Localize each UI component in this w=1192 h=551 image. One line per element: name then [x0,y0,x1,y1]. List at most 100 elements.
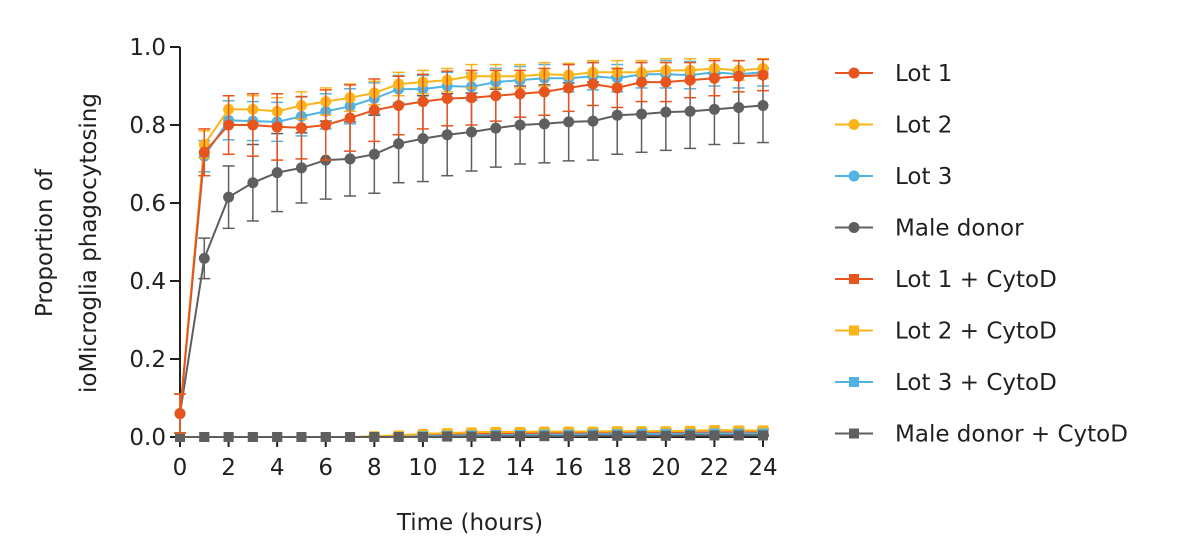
data-point [611,82,623,94]
x-tick-label: 16 [554,455,583,481]
series-male-donor-plus-cytod [175,430,769,442]
data-point [612,430,623,441]
x-axis-title: Time (hours) [396,510,543,536]
y-tick-label: 1.0 [129,35,166,61]
data-point [515,431,526,442]
data-point [320,432,331,442]
data-point [271,167,283,179]
data-point [223,119,235,131]
data-point [563,116,575,128]
legend-label: Lot 1 [895,61,952,87]
data-point [417,133,429,145]
data-point [442,431,453,442]
x-tick-label: 10 [408,455,437,481]
data-point [538,86,550,98]
data-point [368,148,380,160]
data-point [587,430,598,441]
data-point [247,432,258,442]
data-point [514,88,526,100]
legend-label: Male donor [895,216,1024,242]
legend-item-lot-2-plus-cytod: Lot 2 + CytoD [835,319,1057,345]
legend-label: Lot 3 [895,164,952,190]
data-point [223,191,235,203]
data-point [271,121,283,133]
legend-item-lot-3-plus-cytod: Lot 3 + CytoD [835,370,1057,396]
data-point [758,430,768,441]
legend-item-male-donor: Male donor [835,216,1024,242]
data-point [175,432,185,442]
data-point [611,109,623,121]
data-point [708,103,720,115]
y-tick-label: 0.8 [129,113,166,139]
x-tick-label: 8 [367,455,382,481]
data-point [466,92,477,104]
data-point [684,74,696,86]
data-point [247,177,259,189]
data-point [660,430,671,441]
x-tick-label: 2 [221,455,236,481]
data-point [441,92,453,104]
data-point [514,119,526,131]
data-point [393,138,405,150]
data-point [295,162,307,174]
data-point [174,408,186,420]
data-point [538,118,550,130]
data-point [198,252,210,264]
y-axis-title-line-2: ioMicroglia phagocytosing [76,93,102,393]
x-tick-label: 14 [505,455,534,481]
data-point [490,122,502,134]
data-point [417,96,429,108]
data-point [733,101,745,113]
data-point [587,78,599,90]
data-point [709,430,720,441]
legend-marker [849,377,859,387]
x-tick-label: 4 [270,455,285,481]
data-point [344,153,356,165]
data-point [757,69,769,81]
data-point [296,432,307,442]
y-tick-label: 0.2 [129,347,166,373]
legend-item-lot-1-plus-cytod: Lot 1 + CytoD [835,267,1057,293]
data-point [733,70,745,82]
legend-marker [849,274,859,284]
series-layer [174,57,769,442]
x-tick-label: 18 [603,455,632,481]
data-point [733,430,744,441]
y-tick-label: 0.0 [129,425,166,451]
legend-item-lot-1: Lot 1 [835,61,952,87]
data-point [466,431,477,442]
legend-label: Lot 1 + CytoD [895,267,1057,293]
x-tick-label: 12 [457,455,486,481]
data-point [199,432,210,442]
legend-item-male-donor-plus-cytod: Male donor + CytoD [835,422,1128,448]
data-point [539,431,550,442]
data-point [466,126,477,138]
data-point [587,115,599,127]
axes: 0.00.20.40.60.81.00 2 4 6 8 10 12 14 16 18 20 22 24 [129,35,777,481]
data-point [490,431,501,442]
legend-marker [848,170,860,182]
data-point [272,432,283,442]
data-point [320,119,332,131]
data-point [295,122,307,134]
series-lot-1 [174,58,769,434]
y-tick-label: 0.6 [129,191,166,217]
data-point [708,72,720,84]
data-point [393,100,405,111]
data-point [223,432,234,442]
data-point [344,112,356,124]
legend-label: Lot 3 + CytoD [895,370,1057,396]
legend-label: Male donor + CytoD [895,422,1128,448]
data-point [441,129,453,141]
data-point [563,82,575,94]
data-point [369,432,380,442]
legend-item-lot-2: Lot 2 [835,113,952,139]
data-point [563,431,574,442]
y-axis-title-line-1: Proportion of [32,168,58,317]
legend-marker [848,222,860,233]
legend-marker [848,67,860,79]
legend-marker [849,428,859,439]
data-point [247,119,259,131]
x-tick-label: 22 [700,455,729,481]
